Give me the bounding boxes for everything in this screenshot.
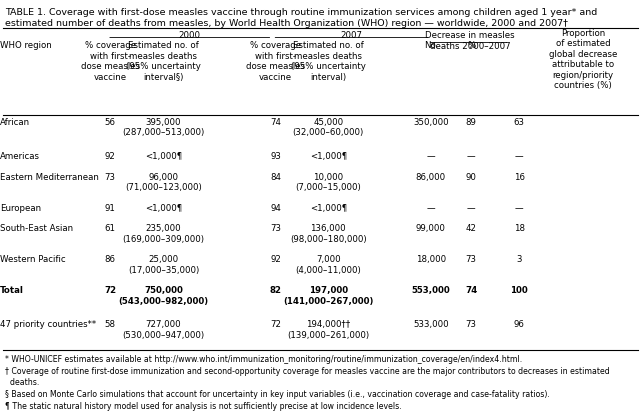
Text: 7,000
(4,000–11,000): 7,000 (4,000–11,000) [296,255,361,274]
Text: 2007: 2007 [340,31,363,40]
Text: Estimated no. of
measles deaths
(95% uncertainty
interval): Estimated no. of measles deaths (95% unc… [291,41,365,81]
Text: 73: 73 [104,172,116,181]
Text: § Based on Monte Carlo simulations that account for uncertainty in key input var: § Based on Monte Carlo simulations that … [5,389,550,398]
Text: 61: 61 [104,224,116,233]
Text: 73: 73 [270,224,281,233]
Text: 2000: 2000 [179,31,201,40]
Text: 72: 72 [270,320,281,329]
Text: * WHO-UNICEF estimates available at http://www.who.int/immunization_monitoring/r: * WHO-UNICEF estimates available at http… [5,354,522,363]
Text: WHO region: WHO region [0,41,52,50]
Text: Eastern Mediterranean: Eastern Mediterranean [0,172,99,181]
Text: 56: 56 [104,118,116,127]
Text: 727,000
(530,000–947,000): 727,000 (530,000–947,000) [122,320,204,339]
Text: 96,000
(71,000–123,000): 96,000 (71,000–123,000) [125,172,202,192]
Text: 86: 86 [104,255,116,264]
Text: %: % [467,41,475,50]
Text: 58: 58 [104,320,116,329]
Text: Decrease in measles
deaths 2000–2007: Decrease in measles deaths 2000–2007 [426,31,515,51]
Text: 45,000
(32,000–60,000): 45,000 (32,000–60,000) [292,118,364,137]
Text: 100: 100 [510,286,528,295]
Text: African: African [0,118,30,127]
Text: deaths.: deaths. [5,377,40,387]
Text: 94: 94 [271,203,281,212]
Text: 99,000: 99,000 [416,224,445,233]
Text: 194,000††
(139,000–261,000): 194,000†† (139,000–261,000) [287,320,369,339]
Text: 25,000
(17,000–35,000): 25,000 (17,000–35,000) [128,255,199,274]
Text: Total: Total [0,286,24,295]
Text: 92: 92 [105,152,115,161]
Text: 84: 84 [270,172,281,181]
Text: —: — [426,152,435,161]
Text: 136,000
(98,000–180,000): 136,000 (98,000–180,000) [290,224,367,243]
Text: 18,000: 18,000 [416,255,445,264]
Text: 73: 73 [465,320,477,329]
Text: % coverage
with first-
dose measles
vaccine: % coverage with first- dose measles vacc… [246,41,305,81]
Text: —: — [426,203,435,212]
Text: Western Pacific: Western Pacific [0,255,65,264]
Text: ¶ The static natural history model used for analysis is not sufficiently precise: ¶ The static natural history model used … [5,401,402,410]
Text: 92: 92 [271,255,281,264]
Text: 42: 42 [465,224,477,233]
Text: † Coverage of routine first-dose immunization and second-opportunity coverage fo: † Coverage of routine first-dose immuniz… [5,366,610,375]
Text: 750,000
(543,000–982,000): 750,000 (543,000–982,000) [119,286,208,305]
Text: —: — [467,203,476,212]
Text: 96: 96 [514,320,524,329]
Text: 74: 74 [270,118,281,127]
Text: 63: 63 [513,118,525,127]
Text: 16: 16 [513,172,525,181]
Text: 350,000: 350,000 [413,118,449,127]
Text: 82: 82 [270,286,281,295]
Text: estimated number of deaths from measles, by World Health Organization (WHO) regi: estimated number of deaths from measles,… [5,19,568,28]
Text: ** Afghanistan, Angola, Bangladesh, Benin, Burkina Faso, Burundi, Cambodia, Came: ** Afghanistan, Angola, Bangladesh, Beni… [5,412,581,413]
Text: 73: 73 [465,255,477,264]
Text: Proportion
of estimated
global decrease
attributable to
region/priority
countrie: Proportion of estimated global decrease … [549,29,617,90]
Text: 395,000
(287,000–513,000): 395,000 (287,000–513,000) [122,118,204,137]
Text: No.: No. [424,41,438,50]
Text: European: European [0,203,41,212]
Text: 18: 18 [513,224,525,233]
Text: % coverage
with first-
dose measles
vaccine: % coverage with first- dose measles vacc… [81,41,140,81]
Text: 89: 89 [466,118,476,127]
Text: 3: 3 [517,255,522,264]
Text: —: — [515,203,524,212]
Text: 91: 91 [105,203,115,212]
Text: <1,000¶: <1,000¶ [310,152,347,161]
Text: 553,000: 553,000 [412,286,450,295]
Text: <1,000¶: <1,000¶ [145,152,182,161]
Text: 86,000: 86,000 [416,172,445,181]
Text: 197,000
(141,000–267,000): 197,000 (141,000–267,000) [283,286,373,305]
Text: TABLE 1. Coverage with first-dose measles vaccine through routine immunization s: TABLE 1. Coverage with first-dose measle… [5,8,597,17]
Text: 10,000
(7,000–15,000): 10,000 (7,000–15,000) [296,172,361,192]
Text: <1,000¶: <1,000¶ [145,203,182,212]
Text: 74: 74 [465,286,478,295]
Text: 90: 90 [466,172,476,181]
Text: 533,000: 533,000 [413,320,449,329]
Text: 72: 72 [104,286,116,295]
Text: Estimated no. of
measles deaths
(95% uncertainty
interval§): Estimated no. of measles deaths (95% unc… [126,41,201,81]
Text: 93: 93 [271,152,281,161]
Text: <1,000¶: <1,000¶ [310,203,347,212]
Text: Americas: Americas [0,152,40,161]
Text: 235,000
(169,000–309,000): 235,000 (169,000–309,000) [122,224,204,243]
Text: —: — [515,152,524,161]
Text: 47 priority countries**: 47 priority countries** [0,320,96,329]
Text: —: — [467,152,476,161]
Text: South-East Asian: South-East Asian [0,224,73,233]
